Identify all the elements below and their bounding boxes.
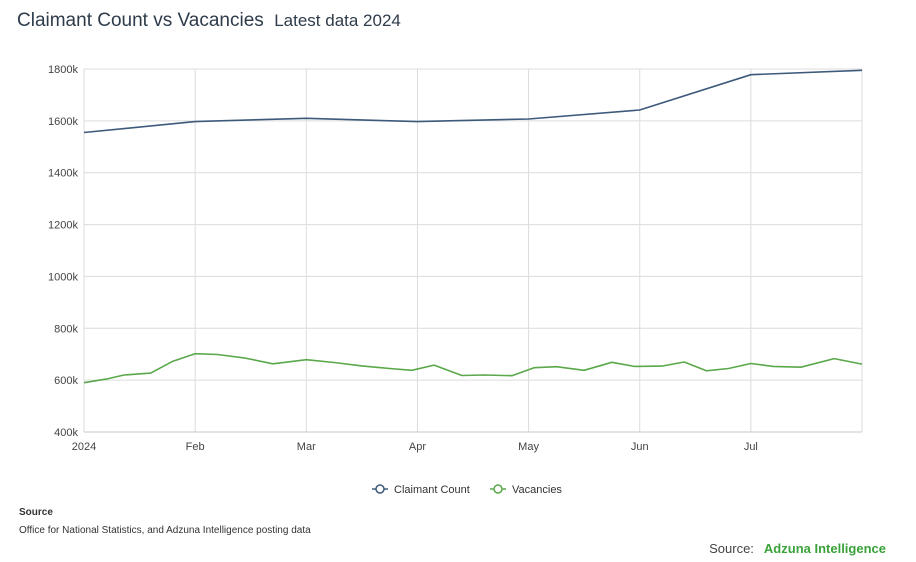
legend[interactable]: Claimant Count Vacancies [372, 484, 562, 496]
series-line-claimant-count [83, 69, 863, 134]
y-tick-label: 1600k [48, 116, 78, 128]
x-tick-label: Jun [631, 441, 649, 453]
legend-circle-marker [493, 484, 503, 494]
footer-attribution: Source: Adzuna Intelligence [709, 541, 886, 556]
footer-brand-link[interactable]: Adzuna Intelligence [763, 541, 886, 556]
footer-label: Source: [709, 541, 754, 556]
y-axis-ticks: 400k 600k 800k 1000k 1200k 1400k 1600k 1800k [48, 64, 78, 439]
x-tick-label: Feb [186, 441, 205, 453]
line-chart: 400k 600k 800k 1000k 1200k 1400k 1600k 1800k 20… [48, 64, 863, 496]
x-tick-label: Mar [297, 441, 316, 453]
source-text: Office for National Statistics, and Adzu… [19, 525, 311, 536]
grid [83, 68, 863, 433]
y-tick-label: 600k [54, 375, 78, 387]
chart-title: Claimant Count vs Vacancies [17, 10, 264, 31]
x-tick-label: Jul [744, 441, 758, 453]
source-heading: Source [19, 507, 53, 518]
y-tick-label: 1400k [48, 168, 78, 180]
series-line-vacancies [83, 352, 863, 384]
x-tick-label: May [518, 441, 539, 453]
legend-circle-marker [375, 484, 385, 494]
chart-title-row: Claimant Count vs Vacancies Latest data … [17, 10, 401, 32]
source-block: Source Office for National Statistics, a… [19, 507, 311, 536]
x-axis-ticks: 2024 Feb Mar Apr May Jun Jul [72, 441, 758, 453]
y-tick-label: 1200k [48, 220, 78, 232]
y-tick-label: 400k [54, 427, 78, 439]
y-tick-label: 800k [54, 323, 78, 335]
x-tick-label: Apr [409, 441, 426, 453]
legend-item-vacancies[interactable]: Vacancies [490, 484, 562, 496]
legend-item-claimant-count[interactable]: Claimant Count [372, 484, 470, 496]
legend-label: Claimant Count [394, 484, 470, 496]
chart-subtitle: Latest data 2024 [274, 11, 401, 30]
legend-label: Vacancies [512, 484, 562, 496]
y-tick-label: 1000k [48, 271, 78, 283]
x-tick-label: 2024 [72, 441, 96, 453]
y-tick-label: 1800k [48, 64, 78, 76]
series-lines [83, 69, 863, 384]
